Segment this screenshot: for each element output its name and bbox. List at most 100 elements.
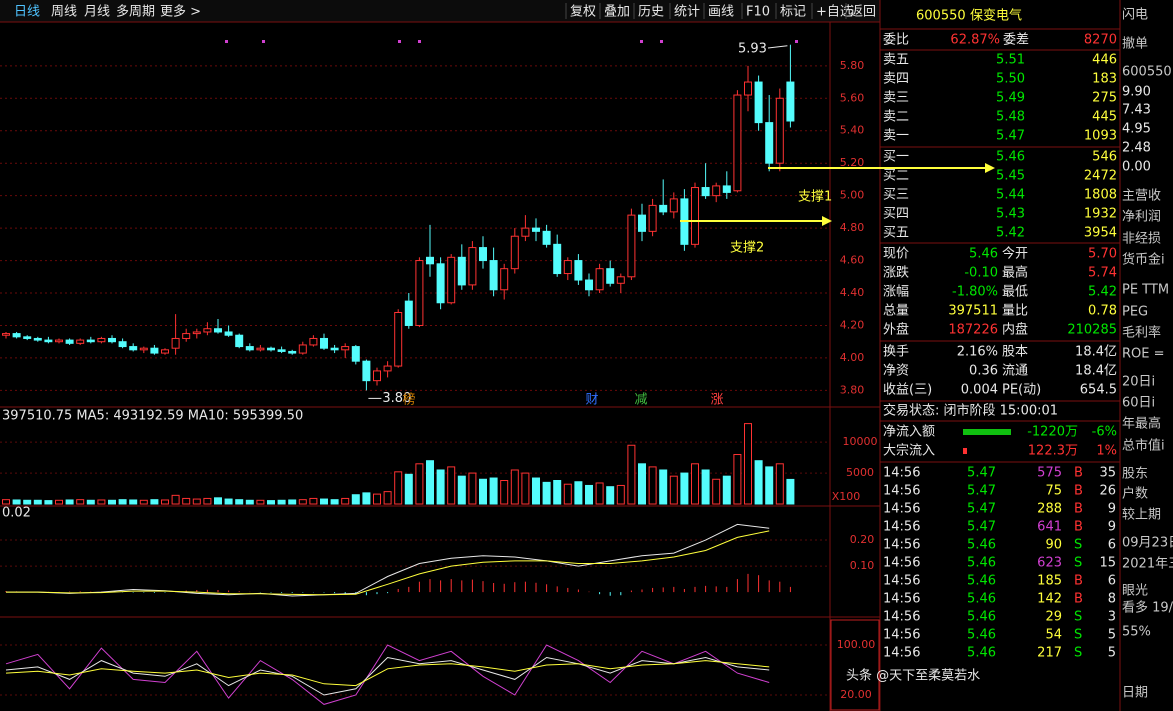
- volume-bar: [394, 471, 403, 505]
- quote-cell: 净流入额: [883, 425, 935, 440]
- quote-cell: -1220万: [1027, 425, 1078, 440]
- volume-bar: [532, 477, 540, 505]
- tab[interactable]: 日线: [14, 5, 40, 20]
- side-label: 非经损: [1122, 232, 1161, 247]
- candle-body: [638, 214, 646, 232]
- toolbar-button[interactable]: 历史: [638, 5, 664, 20]
- toolbar-button[interactable]: 标记: [780, 5, 806, 20]
- volume-bar: [23, 499, 32, 505]
- candle-body: [55, 339, 63, 343]
- candle-body: [150, 347, 159, 354]
- y-tick-label: 5.60: [840, 91, 865, 104]
- tab[interactable]: 多周期: [116, 4, 155, 20]
- side-label: 9.90: [1122, 85, 1151, 100]
- candle-body: [521, 227, 530, 237]
- side-label: 货币金i: [1122, 252, 1165, 268]
- volume-bar: [712, 478, 721, 505]
- quote-cell: B: [1074, 484, 1083, 499]
- quote-cell: 卖三: [883, 91, 909, 106]
- quote-cell: 445: [1092, 110, 1117, 125]
- candle-body: [108, 337, 116, 343]
- tab[interactable]: 周线: [51, 5, 77, 20]
- quote-cell: 54: [1045, 628, 1062, 643]
- side-label: 股东: [1122, 467, 1148, 482]
- stock-code: 600550: [916, 9, 966, 24]
- volume-bar: [744, 423, 752, 505]
- toolbar-button[interactable]: 返回: [850, 5, 876, 20]
- volume-bar: [108, 499, 116, 505]
- tab[interactable]: 月线: [84, 5, 110, 20]
- side-label: 主营收: [1122, 189, 1161, 204]
- quote-cell: 5.49: [996, 91, 1025, 106]
- volume-bar: [256, 499, 265, 505]
- quote-cell: 现价: [883, 247, 909, 262]
- toolbar-button[interactable]: F10: [746, 5, 770, 20]
- toolbar-button[interactable]: 统计: [674, 5, 700, 20]
- arrow: [767, 45, 788, 49]
- quote-cell: 卖一: [883, 129, 909, 144]
- quote-cell: 5.47: [967, 466, 996, 481]
- event-marker[interactable]: 榜: [402, 392, 415, 408]
- quote-cell: 5.46: [967, 556, 996, 571]
- quote-cell: 大宗流入: [883, 443, 935, 459]
- candle-body: [267, 347, 275, 351]
- quote-cell: 5.47: [967, 484, 996, 499]
- quote-cell: 5.48: [996, 110, 1025, 125]
- toolbar-button[interactable]: 画线: [708, 5, 734, 20]
- candle-body: [298, 344, 307, 354]
- volume-bar: [754, 460, 763, 505]
- candle-body: [161, 349, 169, 354]
- candle-body: [691, 187, 699, 245]
- signal-dot: [640, 40, 643, 43]
- candle-body: [320, 337, 328, 349]
- volume-bar: [341, 497, 350, 505]
- toolbar-button[interactable]: +自选: [816, 5, 853, 20]
- quote-cell: 5.47: [996, 129, 1025, 144]
- side-label: 55%: [1122, 625, 1151, 640]
- volume-bar: [86, 499, 95, 505]
- unit-label: X100: [832, 490, 861, 503]
- quote-cell: 14:56: [883, 646, 920, 661]
- volume-bar: [404, 473, 413, 505]
- event-marker[interactable]: 财: [585, 393, 598, 408]
- quote-cell: 8: [1108, 592, 1116, 607]
- side-label: 看多 19/: [1122, 600, 1173, 616]
- quote-cell: 9: [1108, 520, 1116, 535]
- quote-cell: 5.42: [996, 226, 1025, 241]
- candle-body: [224, 331, 233, 336]
- candle-body: [394, 311, 403, 367]
- candle-body: [341, 346, 350, 351]
- quote-cell: 623: [1037, 556, 1062, 571]
- event-marker[interactable]: 减: [634, 393, 647, 408]
- quote-cell: 14:56: [883, 520, 920, 535]
- quote-cell: 142: [1037, 592, 1062, 607]
- event-marker[interactable]: 涨: [710, 393, 723, 408]
- quote-cell: 35: [1099, 466, 1116, 481]
- tab[interactable]: 更多 >: [160, 4, 201, 20]
- quote-cell: 187226: [948, 323, 998, 338]
- quote-cell: 14:56: [883, 502, 920, 517]
- toolbar-button[interactable]: 叠加: [604, 5, 630, 20]
- quote-cell: 1932: [1084, 207, 1117, 222]
- volume-bar: [447, 466, 456, 505]
- kdj-axis-box: [830, 619, 880, 711]
- volume-bar: [606, 486, 615, 505]
- status: 交易状态: 闭市阶段 15:00:01: [883, 403, 1058, 419]
- annotation: 支撑1: [798, 190, 832, 205]
- quote-cell: 641: [1037, 520, 1062, 535]
- candle-body: [256, 347, 265, 351]
- quote-cell: 210285: [1067, 323, 1117, 338]
- quote-cell: S: [1074, 628, 1082, 643]
- quote-cell: 5.46: [967, 592, 996, 607]
- quote-cell: 5.43: [996, 207, 1025, 222]
- quote-cell: 收益(三): [883, 383, 932, 398]
- candle-body: [553, 243, 562, 275]
- quote-cell: 14:56: [883, 592, 920, 607]
- y-tick-label: 0.20: [850, 533, 875, 546]
- quote-cell: 5.70: [1088, 247, 1117, 262]
- quote-cell: 5.44: [996, 188, 1025, 203]
- quote-cell: 18.4亿: [1075, 364, 1117, 379]
- toolbar-button[interactable]: 复权: [570, 4, 596, 20]
- quote-cell: B: [1074, 466, 1083, 481]
- volume-bar: [320, 498, 328, 505]
